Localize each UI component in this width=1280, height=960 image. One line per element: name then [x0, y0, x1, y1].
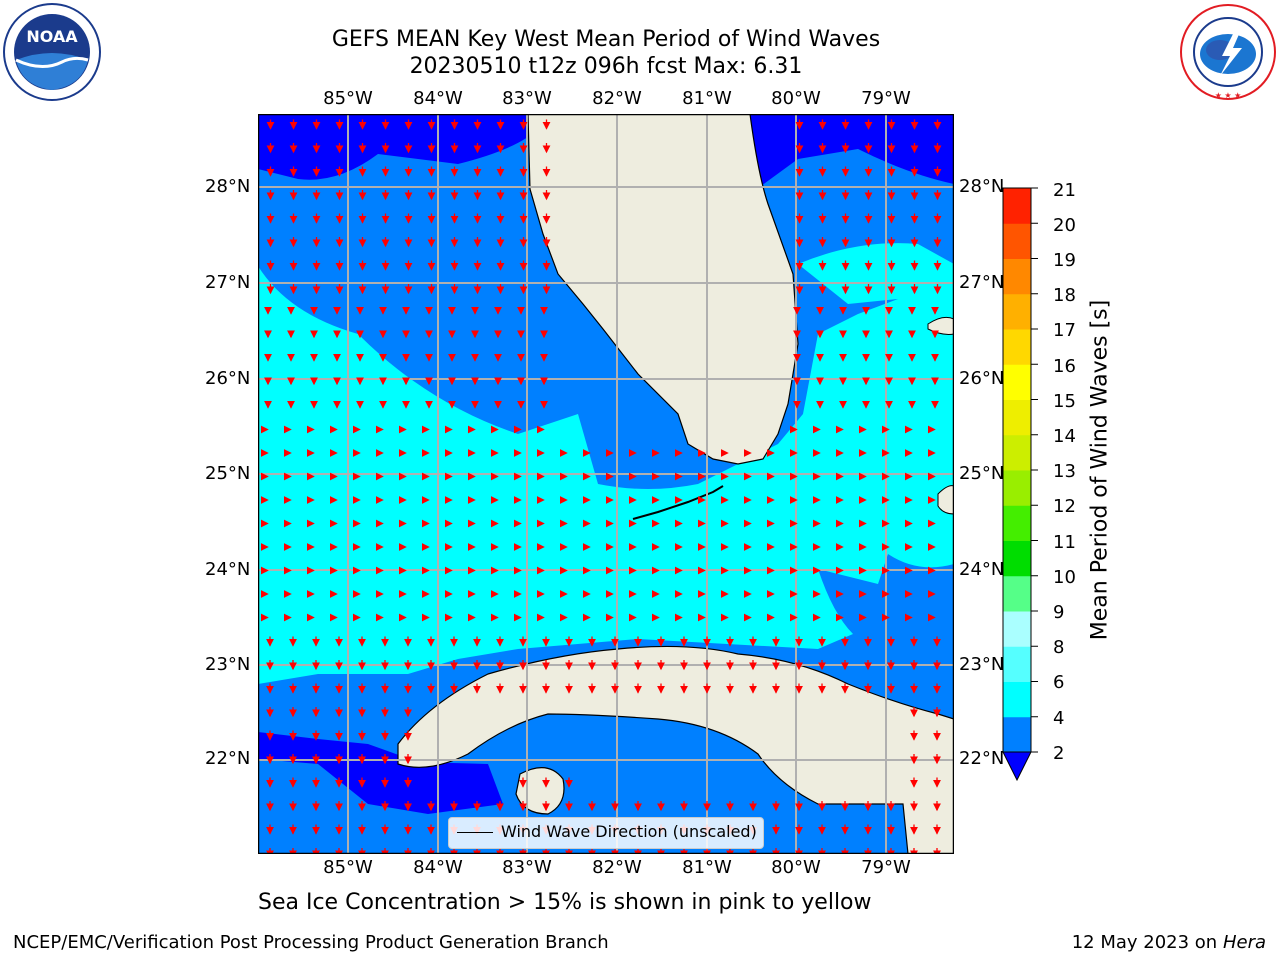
- colorbar-tick-label: 12: [1053, 496, 1076, 517]
- colorbar-title: Mean Period of Wind Waves [s]: [1087, 299, 1113, 641]
- colorbar-cell: [1003, 223, 1031, 259]
- lon-label: 85°W: [323, 88, 373, 109]
- svg-text:★ ★ ★: ★ ★ ★: [1215, 91, 1242, 100]
- colorbar-tick-label: 20: [1053, 215, 1076, 236]
- map-legend: Wind Wave Direction (unscaled): [448, 817, 764, 849]
- lat-label: 23°N: [959, 654, 1005, 675]
- colorbar-cell: [1003, 716, 1031, 753]
- colorbar-cell: [1003, 505, 1031, 541]
- colorbar-tick-label: 19: [1053, 250, 1076, 271]
- lat-label: 27°N: [959, 272, 1005, 293]
- colorbar-cell: [1003, 646, 1031, 682]
- lon-label: 80°W: [771, 857, 821, 878]
- lat-label: 22°N: [959, 748, 1005, 769]
- lon-label: 82°W: [592, 88, 642, 109]
- lon-label: 83°W: [502, 88, 552, 109]
- colorbar-under-extension: [1002, 751, 1032, 782]
- colorbar-tick-label: 17: [1053, 320, 1076, 341]
- lat-label: 28°N: [205, 176, 251, 197]
- wave-period-below-2-nw: [258, 114, 548, 180]
- noaa-logo-text: NOAA: [26, 27, 78, 46]
- lon-label: 82°W: [592, 857, 642, 878]
- map-title-line1: GEFS MEAN Key West Mean Period of Wind W…: [331, 27, 881, 52]
- colorbar-tick-label: 18: [1053, 285, 1076, 306]
- lon-label: 85°W: [323, 857, 373, 878]
- lon-label: 79°W: [861, 857, 911, 878]
- lat-label: 25°N: [205, 463, 251, 484]
- lon-label: 80°W: [771, 88, 821, 109]
- colorbar-cell: [1003, 188, 1031, 224]
- map: [258, 114, 954, 854]
- colorbar-cell: [1003, 470, 1031, 506]
- colorbar-tick-label: 14: [1053, 426, 1076, 447]
- colorbar: [1002, 187, 1038, 782]
- lon-label: 84°W: [413, 88, 463, 109]
- colorbar-tick-label: 8: [1053, 637, 1065, 658]
- legend-line-swatch: [457, 832, 493, 833]
- sea-ice-note: Sea Ice Concentration > 15% is shown in …: [258, 890, 872, 915]
- colorbar-tick-label: 9: [1053, 602, 1065, 623]
- land-florida-keys: [632, 485, 724, 520]
- lon-label: 81°W: [682, 857, 732, 878]
- noaa-logo: NOAA: [3, 3, 101, 101]
- lat-label: 23°N: [205, 654, 251, 675]
- lat-label: 24°N: [205, 559, 251, 580]
- footer-date: 12 May 2023 on Hera: [1072, 932, 1266, 953]
- colorbar-tick-label: 4: [1053, 708, 1065, 729]
- lon-label: 83°W: [502, 857, 552, 878]
- colorbar-cell: [1003, 293, 1031, 330]
- footer-date-text: 12 May 2023 on: [1071, 932, 1218, 953]
- legend-label: Wind Wave Direction (unscaled): [501, 822, 757, 841]
- colorbar-cell: [1003, 540, 1031, 577]
- wave-period-below-2-sw: [258, 732, 503, 814]
- colorbar-cell: [1003, 611, 1031, 647]
- lat-label: 26°N: [959, 368, 1005, 389]
- nws-logo: ★ ★ ★: [1180, 4, 1276, 100]
- colorbar-cell: [1003, 434, 1031, 471]
- colorbar-cell: [1003, 399, 1031, 436]
- lat-label: 25°N: [959, 463, 1005, 484]
- colorbar-cell: [1003, 364, 1031, 400]
- map-title-line2: 20230510 t12z 096h fcst Max: 6.31: [409, 54, 803, 79]
- lon-label: 79°W: [861, 88, 911, 109]
- wind-wave-arrows: [264, 119, 942, 854]
- lat-label: 28°N: [959, 176, 1005, 197]
- footer-credit: NCEP/EMC/Verification Post Processing Pr…: [13, 932, 609, 953]
- lat-label: 27°N: [205, 272, 251, 293]
- colorbar-cell: [1003, 575, 1031, 612]
- colorbar-tick-label: 21: [1053, 180, 1076, 201]
- wave-period-below-2-ne: [750, 114, 954, 194]
- footer-host: Hera: [1222, 932, 1266, 953]
- colorbar-cell: [1003, 258, 1031, 295]
- colorbar-tick-label: 6: [1053, 672, 1065, 693]
- colorbar-ticks: [1031, 187, 1038, 753]
- lon-label: 81°W: [682, 88, 732, 109]
- colorbar-cell: [1003, 681, 1031, 718]
- colorbar-tick-label: 2: [1053, 743, 1065, 764]
- colorbar-cell: [1003, 329, 1031, 365]
- lon-label: 84°W: [413, 857, 463, 878]
- colorbar-tick-label: 10: [1053, 567, 1076, 588]
- graticule: [258, 114, 954, 854]
- wave-period-band-4-6: [258, 266, 954, 684]
- colorbar-tick-label: 15: [1053, 391, 1076, 412]
- lat-label: 26°N: [205, 368, 251, 389]
- colorbar-tick-label: 11: [1053, 532, 1076, 553]
- lat-label: 24°N: [959, 559, 1005, 580]
- colorbar-cells: [1003, 188, 1031, 753]
- colorbar-tick-label: 16: [1053, 356, 1076, 377]
- lat-label: 22°N: [205, 748, 251, 769]
- colorbar-tick-label: 13: [1053, 461, 1076, 482]
